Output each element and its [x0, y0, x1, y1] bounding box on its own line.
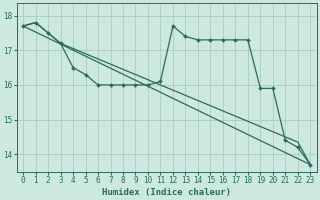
X-axis label: Humidex (Indice chaleur): Humidex (Indice chaleur) [102, 188, 231, 197]
